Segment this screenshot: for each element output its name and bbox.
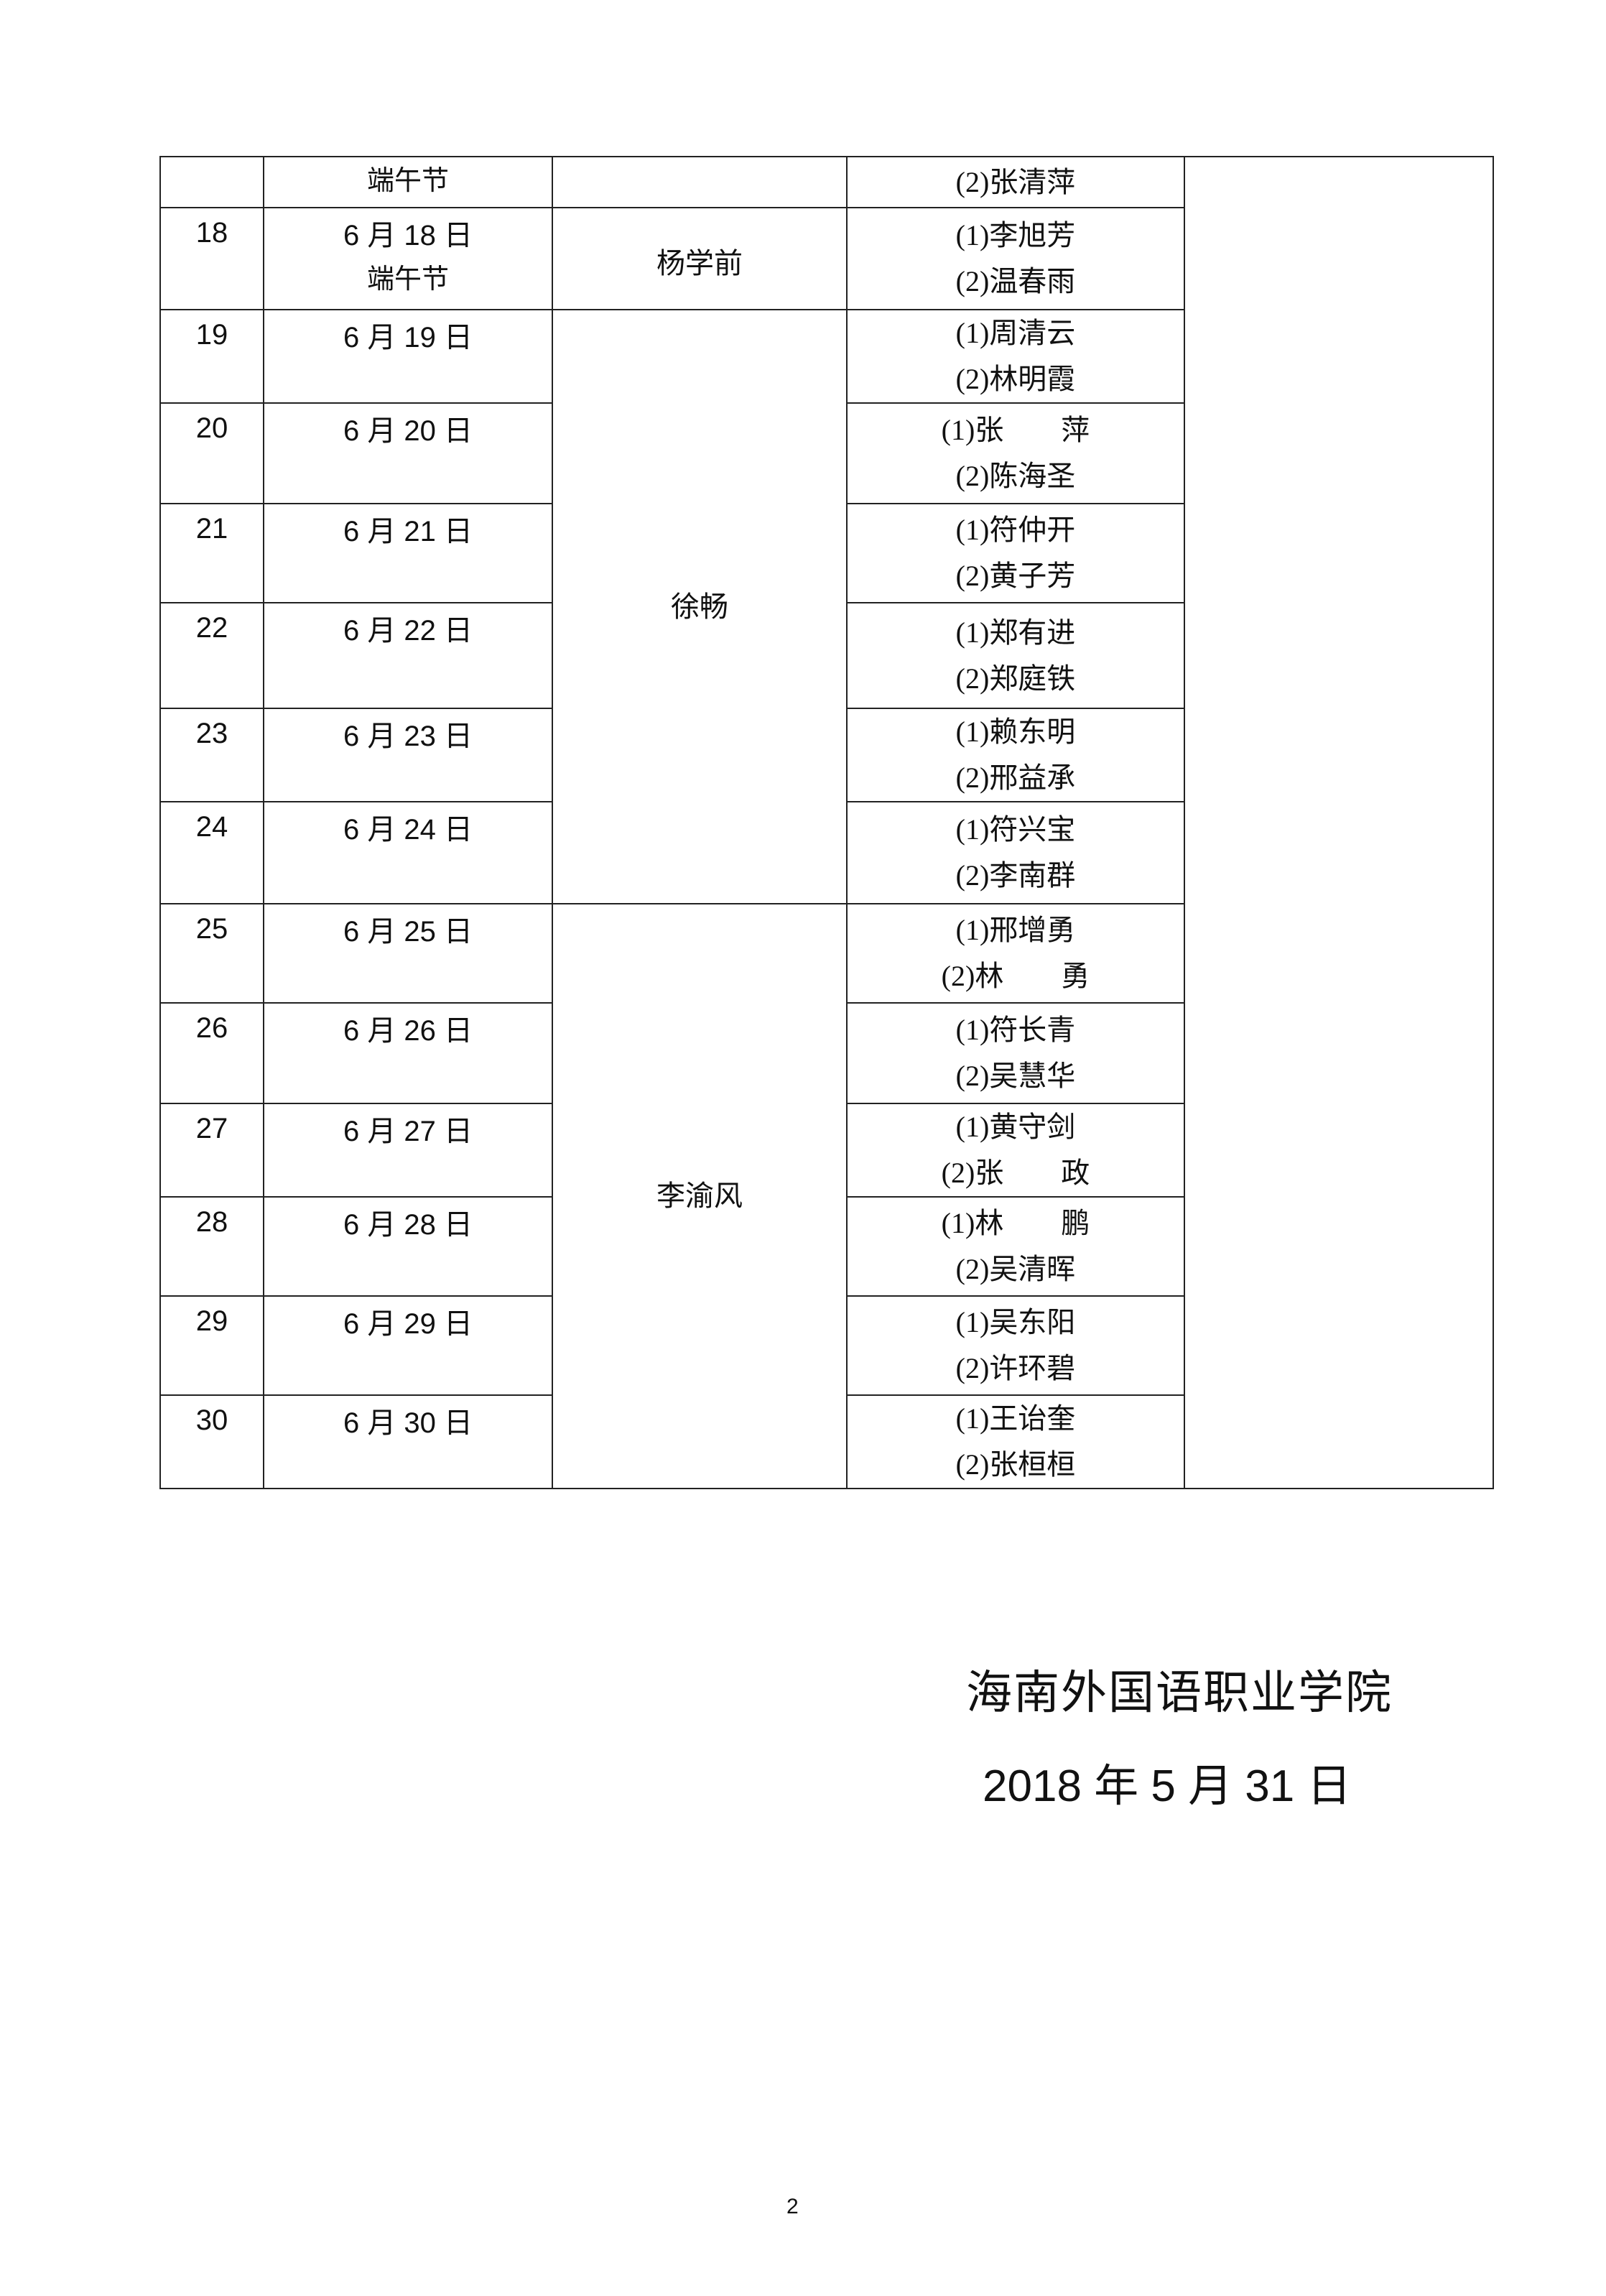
table-row: 20 6 月 20 日 (1)张 萍 (2)陈海圣 <box>159 402 1493 504</box>
staff-name: (2)张 政 <box>941 1157 1090 1189</box>
num-cell: 21 <box>159 503 264 603</box>
table-row: 25 6 月 25 日 李渝风 (1)邢增勇 (2)林 勇 <box>159 903 1493 1489</box>
date-cell: 6 月 22 日 <box>263 602 553 709</box>
leader-cell: 杨学前 <box>552 207 848 310</box>
staff-name: (1)吴东阳 <box>955 1306 1076 1338</box>
date-cell: 6 月 30 日 <box>263 1394 553 1489</box>
staff-name: (2)林 勇 <box>941 960 1090 992</box>
table-row: 22 6 月 22 日 (1)郑有进 (2)郑庭铁 <box>159 602 1493 709</box>
staff-cell: (1)李旭芳 (2)温春雨 <box>846 207 1185 310</box>
staff-name: (2)陈海圣 <box>955 460 1076 492</box>
leader-cell: 徐畅 <box>552 309 848 904</box>
num-cell: 20 <box>159 402 264 504</box>
leader-cell: 李渝风 <box>552 903 848 1489</box>
staff-cell: (1)符仲开 (2)黄子芳 <box>846 503 1185 603</box>
staff-name: (2)温春雨 <box>955 265 1076 297</box>
staff-cell: (1)黄守剑 (2)张 政 <box>846 1103 1185 1198</box>
staff-cell: (1)赖东明 (2)邢益承 <box>846 708 1185 802</box>
staff-name: (2)李南群 <box>955 859 1076 892</box>
num-cell: 28 <box>159 1196 264 1297</box>
table-row: 30 6 月 30 日 (1)王诒奎 (2)张桓桓 <box>159 1394 1493 1489</box>
date-cell: 6 月 23 日 <box>263 708 553 802</box>
date-cell: 端午节 <box>263 156 553 208</box>
num-cell: 26 <box>159 1002 264 1104</box>
date-cell: 6 月 28 日 <box>263 1196 553 1297</box>
staff-cell: (1)林 鹏 (2)吴清晖 <box>846 1196 1185 1297</box>
num-cell: 29 <box>159 1295 264 1396</box>
staff-name: (1)周清云 <box>955 317 1076 349</box>
staff-cell: (1)吴东阳 (2)许环碧 <box>846 1295 1185 1396</box>
staff-name: (2)吴清晖 <box>955 1253 1076 1285</box>
num-cell: 24 <box>159 801 264 904</box>
remarks-cell <box>1184 156 1494 1489</box>
date-cell: 6 月 20 日 <box>263 402 553 504</box>
staff-name: (1)张 萍 <box>941 414 1090 446</box>
num-cell: 23 <box>159 708 264 802</box>
staff-name: (1)符兴宝 <box>955 813 1076 846</box>
staff-name: (2)邢益承 <box>955 762 1076 794</box>
staff-name: (1)李旭芳 <box>955 219 1076 251</box>
date-cell: 6 月 29 日 <box>263 1295 553 1396</box>
table-row: 端午节 (2)张清萍 <box>159 156 1494 1489</box>
staff-name: (1)邢增勇 <box>955 914 1076 946</box>
issue-date: 2018 年 5 月 31 日 <box>983 1762 1352 1811</box>
staff-cell: (1)郑有进 (2)郑庭铁 <box>846 602 1185 709</box>
staff-cell: (1)周清云 (2)林明霞 <box>846 309 1185 404</box>
table-row: 27 6 月 27 日 (1)黄守剑 (2)张 政 <box>159 1103 1493 1198</box>
date-cell: 6 月 25 日 <box>263 903 553 1004</box>
staff-cell: (1)邢增勇 (2)林 勇 <box>846 903 1185 1004</box>
staff-name: (2)郑庭铁 <box>955 662 1076 695</box>
staff-name: (2)张桓桓 <box>955 1448 1076 1481</box>
table-row: 26 6 月 26 日 (1)符长青 (2)吴慧华 <box>159 1002 1493 1104</box>
staff-cell: (1)符兴宝 (2)李南群 <box>846 801 1185 904</box>
staff-name: (1)符长青 <box>955 1014 1076 1046</box>
staff-name: (1)符仲开 <box>955 514 1076 546</box>
staff-name: (1)黄守剑 <box>955 1111 1076 1143</box>
staff-cell: (2)张清萍 <box>846 156 1185 208</box>
staff-name: (1)赖东明 <box>955 716 1076 748</box>
staff-name: (1)郑有进 <box>955 616 1076 649</box>
date-text: 6 月 18 日 <box>343 220 473 251</box>
staff-name: (2)吴慧华 <box>955 1060 1076 1092</box>
table-row: 18 6 月 18 日端午节 杨学前 (1)李旭芳 (2)温春雨 <box>159 207 1493 310</box>
staff-cell: (1)张 萍 (2)陈海圣 <box>846 402 1185 504</box>
holiday-label: 端午节 <box>366 264 449 295</box>
table-row: 29 6 月 29 日 (1)吴东阳 (2)许环碧 <box>159 1295 1493 1396</box>
date-cell: 6 月 19 日 <box>263 309 553 404</box>
num-cell: 30 <box>159 1394 264 1489</box>
staff-name: (2)林明霞 <box>955 363 1076 395</box>
date-cell: 6 月 26 日 <box>263 1002 553 1104</box>
table-row: 21 6 月 21 日 (1)符仲开 (2)黄子芳 <box>159 503 1493 603</box>
num-cell: 19 <box>159 309 264 404</box>
staff-name: (1)王诒奎 <box>955 1402 1076 1435</box>
num-cell: 18 <box>159 207 264 310</box>
num-cell: 27 <box>159 1103 264 1198</box>
staff-cell: (1)符长青 (2)吴慧华 <box>846 1002 1185 1104</box>
duty-schedule-table: 端午节 (2)张清萍 18 6 月 18 日端午节 杨学前 (1)李旭芳 (2)温… <box>159 156 1494 1489</box>
num-cell <box>159 156 264 208</box>
table-row: 23 6 月 23 日 (1)赖东明 (2)邢益承 <box>159 708 1493 802</box>
table-row: 19 6 月 19 日 徐畅 (1)周清云 (2)林明霞 <box>159 309 1493 904</box>
page-number: 2 <box>786 2195 799 2218</box>
table-row: 24 6 月 24 日 (1)符兴宝 (2)李南群 <box>159 801 1493 904</box>
staff-name: (1)林 鹏 <box>941 1207 1090 1239</box>
issuing-organization: 海南外国语职业学院 <box>966 1667 1393 1718</box>
date-cell: 6 月 21 日 <box>263 503 553 603</box>
date-cell: 6 月 27 日 <box>263 1103 553 1198</box>
table-row: 28 6 月 28 日 (1)林 鹏 (2)吴清晖 <box>159 1196 1493 1297</box>
staff-name: (2)许环碧 <box>955 1352 1076 1384</box>
num-cell: 22 <box>159 602 264 709</box>
staff-cell: (1)王诒奎 (2)张桓桓 <box>846 1394 1185 1489</box>
date-cell: 6 月 24 日 <box>263 801 553 904</box>
leader-cell <box>552 156 848 208</box>
date-cell: 6 月 18 日端午节 <box>263 207 553 310</box>
staff-name: (2)张清萍 <box>955 165 1076 198</box>
num-cell: 25 <box>159 903 264 1004</box>
staff-name: (2)黄子芳 <box>955 560 1076 592</box>
holiday-label: 端午节 <box>366 166 449 196</box>
